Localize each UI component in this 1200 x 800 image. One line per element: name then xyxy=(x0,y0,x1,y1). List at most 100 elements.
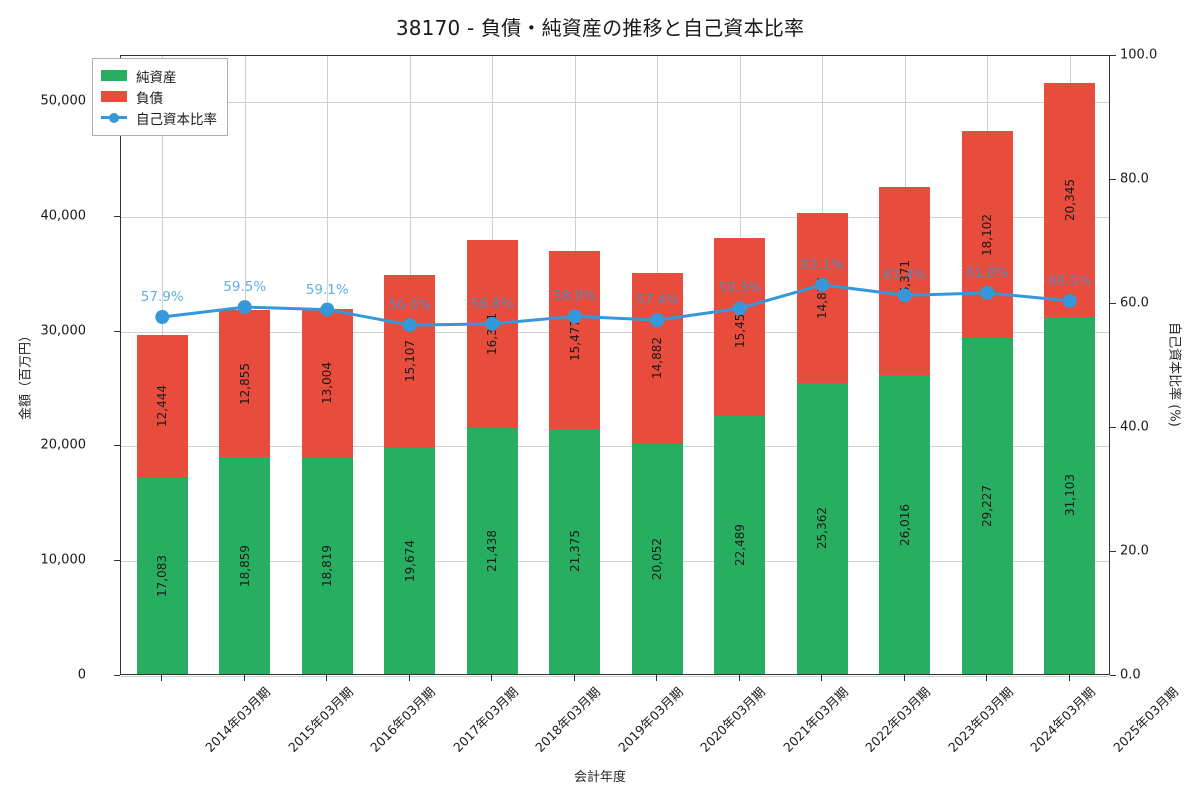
y-tick-mark-left xyxy=(114,675,120,676)
stacked-bar[interactable]: 19,674 15,107 xyxy=(384,274,436,674)
stacked-bar[interactable]: 21,438 16,331 xyxy=(466,240,518,674)
y-axis-label-left: 金額（百万円） xyxy=(18,329,34,421)
legend-item[interactable]: 自己資本比率 xyxy=(101,107,217,128)
bar-segment-equity[interactable]: 26,016 xyxy=(879,375,931,674)
stacked-bar[interactable]: 26,016 16,371 xyxy=(879,187,931,674)
bar-segment-debt[interactable]: 15,477 xyxy=(549,250,601,429)
gridline-horizontal xyxy=(121,676,1109,677)
stacked-bar[interactable]: 22,489 15,456 xyxy=(714,238,766,674)
bar-segment-debt[interactable]: 12,444 xyxy=(136,335,188,478)
ratio-point-label: 59.5% xyxy=(223,279,267,296)
y-tick-mark-left xyxy=(114,330,120,332)
bar-segment-equity[interactable]: 18,859 xyxy=(219,457,271,674)
ratio-line-series xyxy=(155,277,1077,333)
ratio-point-label: 61.8% xyxy=(965,264,1009,281)
bar-segment-debt[interactable]: 18,102 xyxy=(961,130,1013,339)
bar-segment-debt[interactable]: 13,004 xyxy=(301,308,353,458)
stacked-bar[interactable]: 18,859 12,855 xyxy=(219,309,271,674)
x-tick-label: 2018年03月期 xyxy=(532,684,604,755)
y-tick-label-left: 30,000 xyxy=(40,323,87,339)
bar-segment-debt[interactable]: 16,371 xyxy=(879,187,931,376)
bar-segment-equity[interactable]: 17,083 xyxy=(136,477,188,674)
bar-segment-equity[interactable]: 18,819 xyxy=(301,457,353,674)
bar-segment-equity[interactable]: 21,375 xyxy=(549,428,601,674)
bar-segment-equity[interactable]: 19,674 xyxy=(384,448,436,674)
ratio-point-marker[interactable] xyxy=(567,309,582,324)
ratio-point-marker[interactable] xyxy=(897,288,912,303)
y-tick-mark-left xyxy=(114,215,120,217)
bar-segment-equity[interactable]: 25,362 xyxy=(796,382,848,674)
ratio-point-marker[interactable] xyxy=(1062,293,1077,308)
x-tick-label: 2016年03月期 xyxy=(367,684,439,755)
ratio-point-label: 58.0% xyxy=(553,288,597,305)
ratio-point-marker[interactable] xyxy=(402,318,417,333)
ratio-point-marker[interactable] xyxy=(815,277,830,292)
gridline-horizontal xyxy=(121,561,1109,563)
x-tick-mark xyxy=(491,675,493,681)
bar-segment-debt[interactable]: 15,107 xyxy=(384,274,436,449)
bar-segment-debt[interactable]: 14,882 xyxy=(631,272,683,444)
x-tick-label: 2015年03月期 xyxy=(284,684,356,755)
x-tick-label: 2025年03月期 xyxy=(1109,684,1181,755)
bar-segment-equity[interactable]: 21,438 xyxy=(466,427,518,674)
x-axis-label: 会計年度 xyxy=(573,770,626,785)
y-tick-label-left: 40,000 xyxy=(40,208,87,224)
y-tick-mark-left xyxy=(114,560,120,562)
x-tick-mark xyxy=(1068,675,1070,681)
stacked-bar[interactable]: 20,052 14,882 xyxy=(631,272,683,674)
ratio-point-label: 56.6% xyxy=(388,297,432,314)
ratio-point-marker[interactable] xyxy=(237,300,252,315)
x-tick-label: 2024年03月期 xyxy=(1027,684,1099,755)
ratio-point-label: 61.4% xyxy=(883,267,927,284)
stacked-bar[interactable]: 18,819 13,004 xyxy=(301,308,353,674)
bar-segment-equity[interactable]: 20,052 xyxy=(631,443,683,674)
bar-segment-debt[interactable]: 12,855 xyxy=(219,309,271,458)
legend-item[interactable]: 純資産 xyxy=(101,65,217,86)
x-tick-mark xyxy=(656,675,658,681)
bar-segment-equity[interactable]: 22,489 xyxy=(714,415,766,674)
chart-legend: 純資産 負債 自己資本比率 xyxy=(92,58,228,136)
stacked-bar[interactable]: 29,227 18,102 xyxy=(961,130,1013,674)
plot-area: 17,083 12,444 18,859 12,855 18,819 13,004 19,6… xyxy=(120,55,1110,677)
bar-segment-equity[interactable]: 29,227 xyxy=(961,338,1013,674)
x-tick-mark xyxy=(573,675,575,681)
y-tick-label-right: 100.0 xyxy=(1120,47,1158,63)
legend-item-label: 純資産 xyxy=(136,69,177,86)
bar-segment-debt[interactable]: 15,456 xyxy=(714,238,766,416)
stacked-bar[interactable]: 17,083 12,444 xyxy=(136,335,188,674)
x-tick-mark xyxy=(903,675,905,681)
ratio-point-label: 57.9% xyxy=(140,289,184,306)
bar-segment-debt[interactable]: 16,331 xyxy=(466,240,518,428)
legend-swatch-icon xyxy=(101,70,127,81)
ratio-line-path xyxy=(162,283,1070,327)
bar-segment-debt[interactable]: 20,345 xyxy=(1044,83,1096,317)
legend-line-marker-icon xyxy=(101,112,127,123)
gridline-horizontal xyxy=(121,331,1109,333)
y-tick-mark-right xyxy=(1110,303,1116,304)
gridline-horizontal xyxy=(121,446,1109,448)
ratio-point-marker[interactable] xyxy=(732,301,747,316)
y-tick-mark-right xyxy=(1110,55,1116,56)
x-tick-mark xyxy=(408,675,410,681)
bar-segment-debt[interactable]: 14,818 xyxy=(796,212,848,383)
legend-item[interactable]: 負債 xyxy=(101,86,217,107)
stacked-bar[interactable]: 21,375 15,477 xyxy=(549,250,601,674)
x-tick-label: 2022年03月期 xyxy=(862,684,934,755)
stacked-bar[interactable]: 25,362 14,818 xyxy=(796,212,848,674)
x-tick-label: 2023年03月期 xyxy=(944,684,1016,755)
x-tick-label: 2021年03月期 xyxy=(779,684,851,755)
ratio-point-marker[interactable] xyxy=(650,313,665,328)
ratio-point-marker[interactable] xyxy=(980,285,995,300)
ratio-point-marker[interactable] xyxy=(485,316,500,331)
ratio-point-label: 57.4% xyxy=(635,292,679,309)
ratio-point-marker[interactable] xyxy=(320,302,335,317)
bar-segment-equity[interactable]: 31,103 xyxy=(1044,316,1096,674)
x-tick-mark xyxy=(161,675,163,681)
x-tick-mark xyxy=(738,675,740,681)
stacked-bar[interactable]: 31,103 20,345 xyxy=(1044,83,1096,674)
ratio-point-marker[interactable] xyxy=(155,310,170,325)
x-tick-mark xyxy=(326,675,328,681)
page-title: 38170 - 負債・純資産の推移と自己資本比率 xyxy=(395,16,805,40)
ratio-point-label: 56.8% xyxy=(470,295,514,312)
